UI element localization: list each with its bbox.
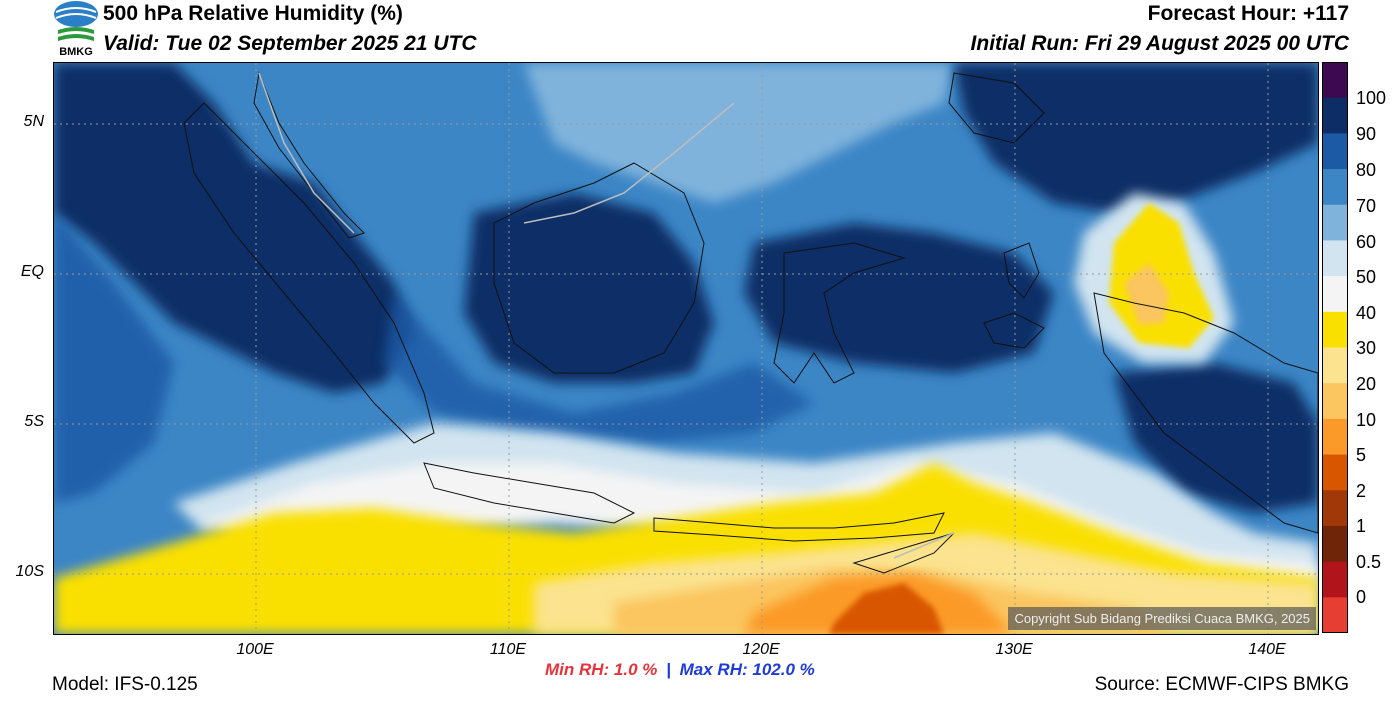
initial-run: Initial Run: Fri 29 August 2025 00 UTC [970,32,1349,55]
colorbar-segment [1322,418,1348,456]
model-info: Model: IFS-0.125 [52,674,198,695]
coast-mindanao [948,72,1045,144]
coast-java [423,462,636,524]
rh-band-90-100-borneo [464,193,714,383]
rh-band-90-100-papua [1114,363,1318,513]
colorbar-segment [1322,62,1348,99]
map-title: 500 hPa Relative Humidity (%) [103,2,403,25]
lon-tick-130e: 130E [995,641,1033,658]
forecast-hour: Forecast Hour: +117 [1147,2,1349,25]
colorbar-label: 100 [1356,88,1387,108]
coastlines [183,71,1318,574]
min-rh: Min RH: 1.0 % [545,660,658,679]
colorbar-label: 40 [1356,303,1377,323]
coast-new-guinea [1093,292,1318,534]
humidity-map [53,62,1319,635]
colorbar-label: 60 [1356,232,1377,252]
valid-time: Valid: Tue 02 September 2025 21 UTC [103,32,477,55]
country-borders [258,72,955,559]
colorbar-segment [1322,276,1348,313]
colorbar-label: 70 [1356,196,1377,216]
rh-band-2-5 [829,583,944,634]
colorbar-segment [1322,169,1348,206]
coast-maluku [983,312,1045,349]
source-info: Source: ECMWF-CIPS BMKG [1094,674,1349,695]
colorbar-label: 30 [1356,338,1377,358]
colorbar-segment [1322,311,1348,348]
border-malaysia [258,72,355,234]
colorbar-label: 20 [1356,374,1377,394]
rh-band-80-90 [54,213,174,503]
coast-malay-peninsula [253,71,365,239]
rh-stats: Min RH: 1.0 % | Max RH: 102.0 % [545,660,815,680]
copyright-notice: Copyright Sub Bidang Prediksi Cuaca BMKG… [1008,607,1316,630]
lat-tick-eq: EQ [20,263,44,280]
bmkg-logo-icon [54,1,98,41]
coast-borneo [493,162,705,374]
colorbar-label: 1 [1356,516,1367,536]
lon-tick-120e: 120E [742,641,780,658]
lon-tick-100e: 100E [236,641,274,658]
colorbar-segment [1322,383,1348,420]
colorbar-segment [1322,454,1348,491]
coast-halmahera [1003,242,1040,299]
rh-band-90-100-northeast [954,63,1318,213]
lat-tick-5n: 5N [23,113,44,130]
lat-tick-10s: 10S [15,563,44,580]
coast-lesser-sunda [653,512,945,542]
max-rh: Max RH: 102.0 % [679,660,815,679]
colorbar-label: 90 [1356,124,1377,144]
colorbar-segment [1322,133,1348,170]
colorbar-label: 2 [1356,481,1367,501]
coast-sumatra [183,102,435,444]
rh-dry-blob-orange [1124,263,1169,325]
border-borneo [523,102,735,224]
colorbar-segment [1322,347,1348,384]
coast-timor [852,532,955,574]
colorbar-segment [1322,240,1348,277]
lon-tick-140e: 140E [1248,641,1286,658]
lat-tick-5s: 5S [24,413,44,430]
colorbar-segment [1322,525,1348,563]
colorbar-label: 50 [1356,267,1377,287]
border-timor [893,532,955,559]
humidity-map-canvas [54,63,1318,634]
rh-band-90-100-west [54,63,414,393]
colorbar-segment [1322,97,1348,134]
colorbar-border [1322,62,1348,633]
rh-band-60-70-north [524,63,954,203]
colorbar [1322,62,1348,633]
colorbar-label: 0 [1356,587,1367,607]
colorbar-label: 80 [1356,160,1377,180]
colorbar-label: 10 [1356,410,1377,430]
logo-text: BMKG [59,46,93,58]
colorbar-segment [1322,561,1348,598]
colorbar-segment [1322,597,1348,633]
rh-band-80-90-center [384,293,814,443]
colorbar-segment [1322,204,1348,241]
colorbar-label: 0.5 [1356,552,1382,572]
lon-tick-110e: 110E [489,641,527,658]
rh-band-90-100-sulawesi [744,223,1054,373]
colorbar-label: 5 [1356,445,1367,465]
colorbar-segment [1322,490,1348,527]
coast-sulawesi [773,242,906,384]
stats-separator: | [666,660,671,679]
